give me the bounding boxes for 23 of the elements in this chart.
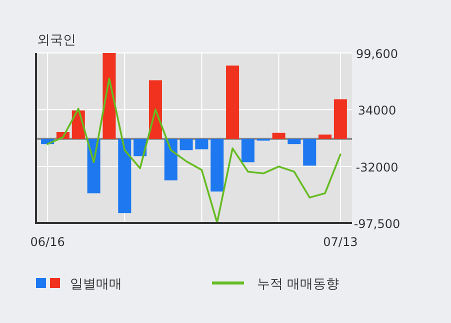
bar <box>272 132 286 139</box>
bar <box>226 66 240 139</box>
bar <box>210 138 224 192</box>
bar <box>118 138 132 214</box>
y-tick-label: 34000 <box>358 104 396 118</box>
bar <box>318 134 332 139</box>
legend-label: 일별매매 <box>70 277 122 292</box>
bar <box>164 138 178 180</box>
bar <box>180 138 193 150</box>
legend-label: 누적 매매동향 <box>257 277 340 292</box>
x-tick-label: 07/13 <box>323 235 358 249</box>
chart-title: 외국인 <box>37 33 76 48</box>
line-series <box>46 78 342 224</box>
bar <box>241 138 254 162</box>
bar <box>303 138 316 166</box>
bar <box>148 80 162 139</box>
y-tick-label: -97,500 <box>354 217 400 231</box>
bar <box>334 99 347 139</box>
y-tick-label: -32000 <box>356 160 398 175</box>
y-tick-label: 99,600 <box>356 47 398 61</box>
x-tick-label: 06/16 <box>30 235 65 249</box>
bar <box>195 138 208 150</box>
bar <box>288 138 301 144</box>
